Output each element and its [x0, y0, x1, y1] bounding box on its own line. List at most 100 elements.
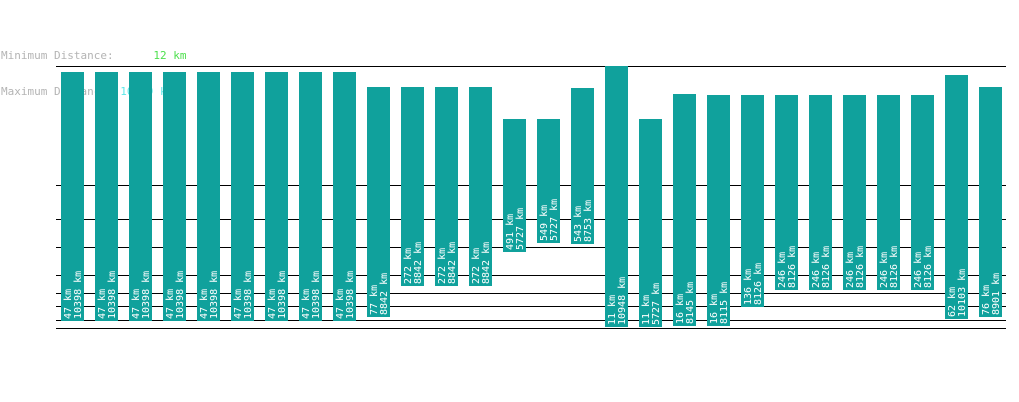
distance-bar: [537, 119, 560, 243]
bar-max-label: 8126 km: [855, 246, 866, 288]
bar-min-label: 47 km: [165, 289, 176, 319]
bar-max-label: 8126 km: [821, 246, 832, 288]
bar-max-label: 8115 km: [719, 282, 730, 324]
bar-group: 272 km 8842 km: [435, 87, 458, 286]
bar-min-label: 16 km: [709, 294, 720, 324]
distance-bar: [571, 88, 594, 244]
bar-max-label: 5727 km: [651, 283, 662, 325]
bar-min-label: 47 km: [233, 289, 244, 319]
distance-bar: [707, 95, 730, 326]
distance-bar: [401, 87, 424, 286]
bar-max-label: 8842 km: [413, 242, 424, 284]
bar-group: 549 km 5727 km: [537, 119, 560, 243]
bar-max-label: 10398 km: [277, 271, 288, 319]
bar-min-label: 272 km: [471, 248, 482, 284]
distance-bar: [333, 72, 356, 321]
bar-group: 11 km 5727 km: [639, 119, 662, 327]
bar-min-label: 47 km: [199, 289, 210, 319]
bar-min-label: 16 km: [675, 294, 686, 324]
bar-min-label: 11 km: [641, 295, 652, 325]
bar-group: 16 km 8115 km: [707, 95, 730, 326]
distance-bar: [775, 95, 798, 290]
bar-group: 47 km 10398 km: [129, 72, 152, 321]
bar-group: 246 km 8126 km: [877, 95, 900, 290]
bar-max-label: 10398 km: [243, 271, 254, 319]
distance-bar: [741, 95, 764, 307]
bar-group: 76 km 8901 km: [979, 87, 1002, 317]
distance-bar: [673, 94, 696, 326]
bar-group: 47 km 10398 km: [333, 72, 356, 321]
bar-max-label: 8901 km: [991, 273, 1002, 315]
bar-max-label: 10398 km: [345, 271, 356, 319]
bar-min-label: 77 km: [369, 285, 380, 315]
distance-bar: [163, 72, 186, 321]
bar-min-label: 272 km: [437, 248, 448, 284]
distance-bar: [503, 119, 526, 252]
bar-min-label: 272 km: [403, 248, 414, 284]
bar-max-label: 8126 km: [787, 246, 798, 288]
bar-max-label: 10398 km: [209, 271, 220, 319]
bar-max-label: 10398 km: [141, 271, 152, 319]
bar-min-label: 246 km: [777, 252, 788, 288]
bar-group: 543 km 8753 km: [571, 88, 594, 244]
distance-bar: [469, 87, 492, 286]
distance-bar: [809, 95, 832, 290]
bar-min-label: 47 km: [97, 289, 108, 319]
bar-group: 16 km 8145 km: [673, 94, 696, 326]
bar-max-label: 8753 km: [583, 200, 594, 242]
distance-bar: [61, 72, 84, 321]
distance-bar: [435, 87, 458, 286]
distance-bar: [605, 66, 628, 327]
distance-bar: [197, 72, 220, 321]
bar-min-label: 47 km: [335, 289, 346, 319]
bar-group: 47 km 10398 km: [163, 72, 186, 321]
distance-bar: [639, 119, 662, 327]
bar-min-label: 246 km: [811, 252, 822, 288]
distance-bar: [979, 87, 1002, 317]
min-distance-row: Minimum Distance: 12 km: [1, 50, 186, 62]
bar-group: 491 km 5727 km: [503, 119, 526, 252]
bar-max-label: 8842 km: [379, 273, 390, 315]
bar-max-label: 5727 km: [549, 199, 560, 241]
bar-max-label: 8126 km: [753, 263, 764, 305]
bar-group: 11 km 10948 km: [605, 66, 628, 327]
distance-bar: [367, 87, 390, 317]
bar-min-label: 246 km: [913, 252, 924, 288]
distance-bar: [843, 95, 866, 290]
bar-max-label: 10398 km: [175, 271, 186, 319]
bar-max-label: 8126 km: [923, 246, 934, 288]
distance-bar: [129, 72, 152, 321]
bar-group: 246 km 8126 km: [775, 95, 798, 290]
bar-max-label: 8145 km: [685, 282, 696, 324]
bar-group: 272 km 8842 km: [401, 87, 424, 286]
bar-group: 272 km 8842 km: [469, 87, 492, 286]
distance-bar: [95, 72, 118, 321]
bar-max-label: 8126 km: [889, 246, 900, 288]
distance-bar: [945, 75, 968, 319]
bar-min-label: 76 km: [981, 285, 992, 315]
bar-group: 136 km 8126 km: [741, 95, 764, 307]
bar-max-label: 8842 km: [447, 242, 458, 284]
bar-group: 47 km 10398 km: [299, 72, 322, 321]
bar-group: 77 km 8842 km: [367, 87, 390, 317]
bar-group: 47 km 10398 km: [197, 72, 220, 321]
bar-min-label: 47 km: [301, 289, 312, 319]
distance-bar: [265, 72, 288, 321]
bar-group: 246 km 8126 km: [809, 95, 832, 290]
distance-bar: [911, 95, 934, 290]
bar-min-label: 246 km: [845, 252, 856, 288]
bar-min-label: 11 km: [607, 295, 618, 325]
bar-min-label: 62 km: [947, 287, 958, 317]
bar-min-label: 491 km: [505, 214, 516, 250]
bar-min-label: 136 km: [743, 269, 754, 305]
bar-max-label: 8842 km: [481, 242, 492, 284]
distance-bar: [231, 72, 254, 321]
bar-max-label: 5727 km: [515, 208, 526, 250]
min-distance-label: Minimum Distance:: [1, 49, 114, 62]
bar-group: 47 km 10398 km: [95, 72, 118, 321]
bar-max-label: 10398 km: [311, 271, 322, 319]
bar-min-label: 47 km: [63, 289, 74, 319]
bar-group: 47 km 10398 km: [231, 72, 254, 321]
bar-min-label: 543 km: [573, 206, 584, 242]
